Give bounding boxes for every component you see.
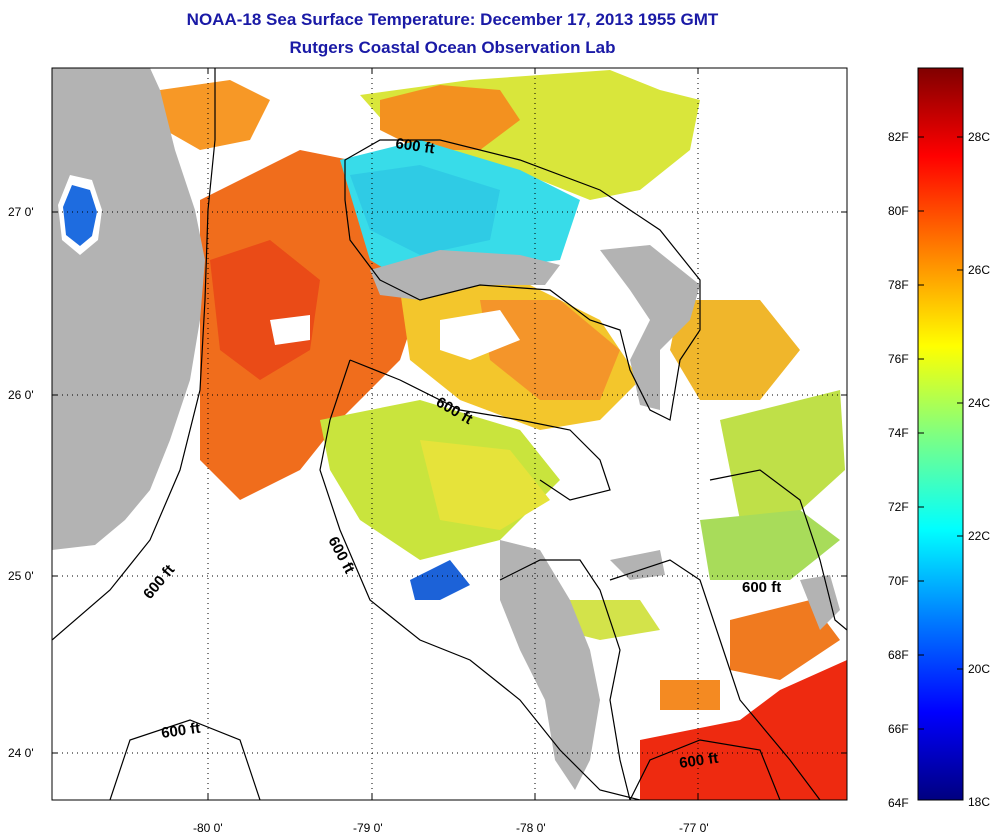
contour-label-south: 600 ft — [678, 750, 719, 772]
contour-label-east: 600 ft — [742, 579, 781, 596]
sst-patch-southeast-green — [700, 510, 840, 580]
colorbar-f-label: 78F — [888, 278, 909, 292]
colorbar-f-label: 70F — [888, 574, 909, 588]
plot-frame — [51, 67, 848, 801]
map-title: NOAA-18 Sea Surface Temperature: Decembe… — [186, 10, 719, 29]
colorbar-f-label: 68F — [888, 648, 909, 662]
contour-southwest — [109, 719, 261, 800]
contour-tongue-of-ocean — [499, 559, 631, 800]
sst-patch-south-red — [640, 660, 847, 800]
map-subtitle: Rutgers Coastal Ocean Observation Lab — [289, 38, 616, 57]
depth-contours — [52, 68, 847, 800]
land-cat-island — [800, 575, 840, 630]
colorbar-c-label: 28C — [968, 130, 990, 144]
x-tick-label: -77 0' — [679, 821, 709, 835]
sst-patch-blue-small — [410, 560, 470, 600]
sst-patch-north-orange — [380, 85, 520, 150]
x-tick-label: -79 0' — [353, 821, 383, 835]
sst-patch-white-gap-2 — [440, 310, 520, 360]
contour-florida-shelf — [52, 68, 216, 641]
graticule — [52, 68, 847, 800]
colorbar-c-label: 22C — [968, 529, 990, 543]
y-tick-label: 27 0' — [8, 205, 34, 219]
axis-ticks — [52, 68, 847, 800]
sst-patch-cool-core — [350, 165, 500, 255]
contour-label-north: 600 ft — [394, 135, 435, 157]
colorbar-ticks — [918, 136, 963, 730]
colorbar: 82F 80F 78F 76F 74F 72F 70F 68F 66F 64F … — [888, 67, 990, 810]
sst-patch-white-gap-1 — [270, 315, 310, 345]
y-tick-label: 26 0' — [8, 388, 34, 402]
colorbar-bar — [917, 67, 964, 801]
sst-patch-southeast-orange — [730, 600, 840, 680]
sst-patch-florida-strait-red — [210, 240, 320, 380]
y-tick-label: 24 0' — [8, 746, 34, 760]
colorbar-c-label: 26C — [968, 263, 990, 277]
x-tick-label: -78 0' — [516, 821, 546, 835]
land-lake-water — [63, 185, 97, 246]
colorbar-f-label: 82F — [888, 130, 909, 144]
y-tick-label: 25 0' — [8, 569, 34, 583]
colorbar-c-label: 18C — [968, 795, 990, 809]
x-tick-label: -80 0' — [193, 821, 223, 835]
land-eleuthera — [610, 550, 665, 580]
land-masses — [52, 68, 840, 790]
colorbar-f-label: 80F — [888, 204, 909, 218]
sst-patch-mid-orange — [480, 300, 620, 400]
contour-little-bahama-bank — [344, 139, 701, 421]
colorbar-c-label: 20C — [968, 662, 990, 676]
land-andros — [500, 540, 600, 790]
sst-patch-south-orange — [660, 680, 720, 710]
colorbar-f-label: 66F — [888, 722, 909, 736]
contour-label-southwest: 600 ft — [160, 720, 201, 742]
sst-patch-east-green — [720, 390, 845, 520]
land-grand-bahama — [370, 250, 560, 300]
colorbar-f-label: 76F — [888, 352, 909, 366]
colorbar-c-label: 24C — [968, 396, 990, 410]
sst-patch-east-yellow — [670, 300, 800, 400]
land-abaco — [600, 245, 700, 410]
contour-east — [709, 469, 847, 631]
contour-south-shoal — [629, 739, 781, 800]
colorbar-f-label: 64F — [888, 796, 909, 810]
plot-area: 600 ft 600 ft 600 ft 600 ft 600 ft 600 f… — [52, 68, 847, 800]
contour-great-bahama-bank — [319, 359, 641, 800]
sst-patch-central-yellow — [420, 440, 550, 530]
colorbar-f-label: 72F — [888, 500, 909, 514]
contour-exuma — [609, 559, 821, 800]
colorbar-f-label: 74F — [888, 426, 909, 440]
